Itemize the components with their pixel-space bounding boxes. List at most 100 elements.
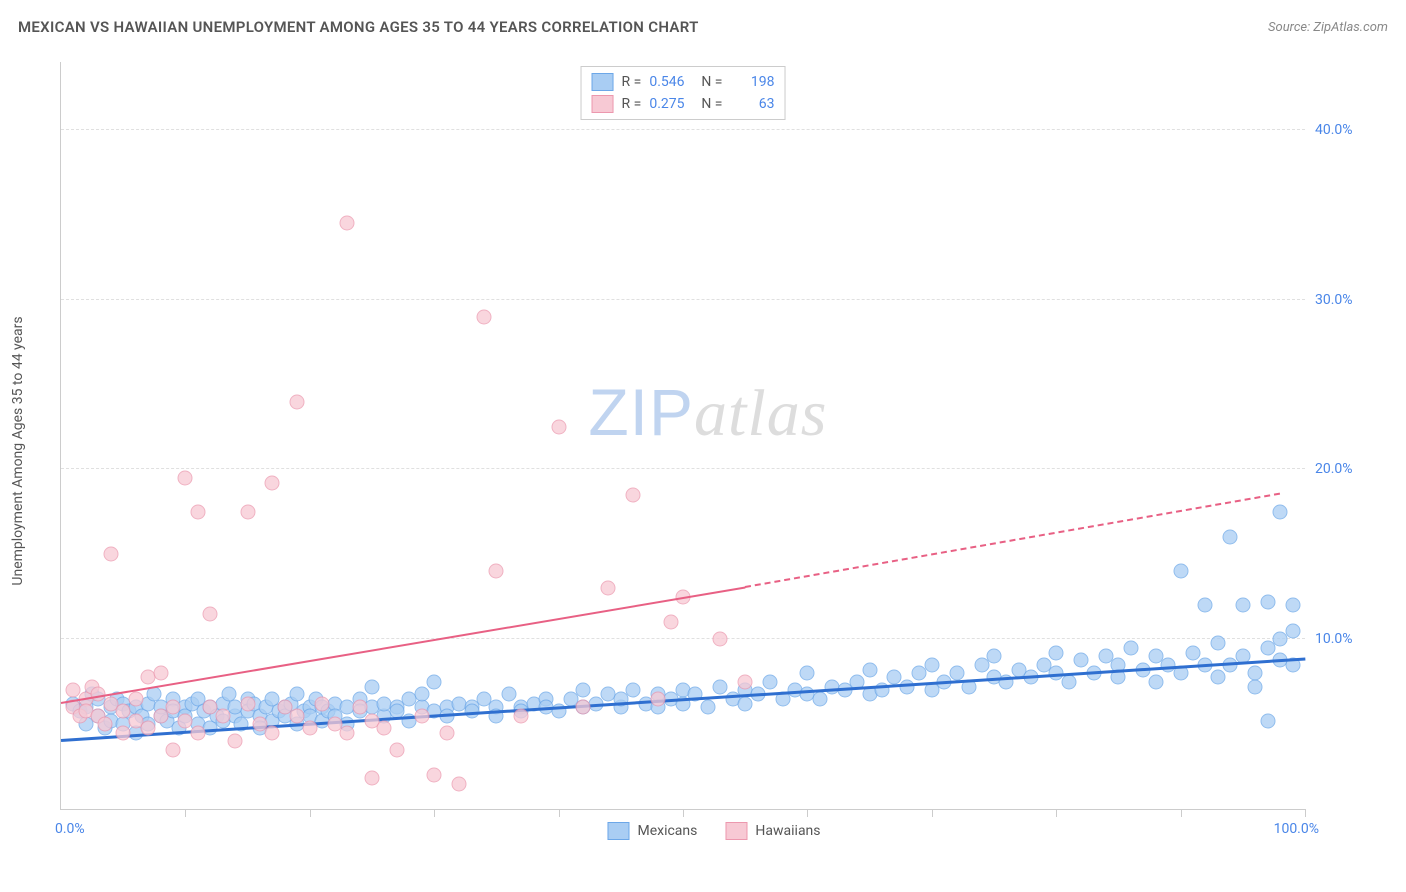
data-point	[340, 725, 355, 740]
data-point	[1173, 564, 1188, 579]
data-point	[165, 742, 180, 757]
data-point	[1210, 635, 1225, 650]
watermark-atlas: atlas	[694, 377, 827, 450]
data-point	[812, 691, 827, 706]
data-point	[97, 717, 112, 732]
data-point	[1210, 669, 1225, 684]
data-point	[1260, 713, 1275, 728]
data-point	[899, 679, 914, 694]
r-value: 0.275	[649, 96, 693, 112]
data-point	[128, 691, 143, 706]
data-point	[601, 581, 616, 596]
series-legend-label: Hawaiians	[755, 823, 820, 839]
legend-swatch	[592, 95, 614, 113]
x-tick	[559, 809, 560, 817]
data-point	[265, 725, 280, 740]
data-point	[365, 771, 380, 786]
watermark: ZIPatlas	[588, 374, 827, 452]
data-point	[165, 700, 180, 715]
chart-title: MEXICAN VS HAWAIIAN UNEMPLOYMENT AMONG A…	[18, 18, 699, 36]
gridline	[61, 468, 1305, 469]
data-point	[1049, 645, 1064, 660]
data-point	[738, 696, 753, 711]
legend-swatch	[607, 822, 629, 840]
data-point	[1285, 623, 1300, 638]
data-point	[190, 725, 205, 740]
data-point	[663, 615, 678, 630]
n-label: N =	[701, 74, 722, 90]
n-label: N =	[701, 96, 722, 112]
watermark-zip: ZIP	[588, 375, 694, 449]
data-point	[713, 632, 728, 647]
x-tick	[1056, 809, 1057, 817]
data-point	[514, 708, 529, 723]
x-tick	[807, 809, 808, 817]
data-point	[476, 309, 491, 324]
x-axis-start-label: 0.0%	[55, 821, 85, 837]
r-value: 0.546	[649, 74, 693, 90]
data-point	[153, 666, 168, 681]
data-point	[862, 662, 877, 677]
legend-swatch	[725, 822, 747, 840]
data-point	[501, 686, 516, 701]
source-attribution: Source: ZipAtlas.com	[1268, 20, 1388, 35]
data-point	[1148, 674, 1163, 689]
data-point	[427, 768, 442, 783]
trend-line-extrapolated	[745, 493, 1280, 588]
data-point	[215, 708, 230, 723]
data-point	[987, 649, 1002, 664]
data-point	[1198, 598, 1213, 613]
x-tick	[185, 809, 186, 817]
data-point	[414, 686, 429, 701]
data-point	[738, 674, 753, 689]
series-legend-label: Mexicans	[637, 823, 697, 839]
data-point	[203, 606, 218, 621]
data-point	[1285, 598, 1300, 613]
data-point	[1123, 640, 1138, 655]
data-point	[315, 696, 330, 711]
series-legend-item: Mexicans	[607, 822, 697, 840]
data-point	[576, 700, 591, 715]
gridline	[61, 299, 1305, 300]
data-point	[1223, 530, 1238, 545]
data-point	[713, 679, 728, 694]
data-point	[439, 725, 454, 740]
data-point	[1273, 504, 1288, 519]
y-tick-label: 30.0%	[1315, 292, 1375, 308]
x-axis-end-label: 100.0%	[1274, 821, 1319, 837]
n-value: 198	[730, 74, 774, 90]
n-value: 63	[730, 96, 774, 112]
x-tick	[932, 809, 933, 817]
data-point	[1074, 652, 1089, 667]
y-tick-label: 10.0%	[1315, 631, 1375, 647]
data-point	[800, 666, 815, 681]
data-point	[265, 476, 280, 491]
series-legend-item: Hawaiians	[725, 822, 820, 840]
data-point	[240, 504, 255, 519]
data-point	[700, 700, 715, 715]
data-point	[389, 742, 404, 757]
x-tick	[310, 809, 311, 817]
data-point	[340, 216, 355, 231]
data-point	[352, 700, 367, 715]
data-point	[1248, 679, 1263, 694]
y-axis-label: Unemployment Among Ages 35 to 44 years	[10, 316, 26, 585]
chart-container: Unemployment Among Ages 35 to 44 years Z…	[48, 52, 1380, 850]
data-point	[576, 683, 591, 698]
data-point	[240, 696, 255, 711]
data-point	[414, 708, 429, 723]
data-point	[178, 470, 193, 485]
data-point	[302, 720, 317, 735]
y-tick-label: 20.0%	[1315, 461, 1375, 477]
data-point	[190, 504, 205, 519]
data-point	[1260, 594, 1275, 609]
data-point	[1235, 598, 1250, 613]
data-point	[651, 691, 666, 706]
data-point	[551, 420, 566, 435]
data-point	[365, 679, 380, 694]
data-point	[377, 720, 392, 735]
correlation-legend-row: R =0.275N =63	[592, 93, 775, 115]
data-point	[763, 674, 778, 689]
data-point	[178, 713, 193, 728]
scatter-plot: ZIPatlas R =0.546N =198R =0.275N =63 0.0…	[60, 62, 1305, 810]
